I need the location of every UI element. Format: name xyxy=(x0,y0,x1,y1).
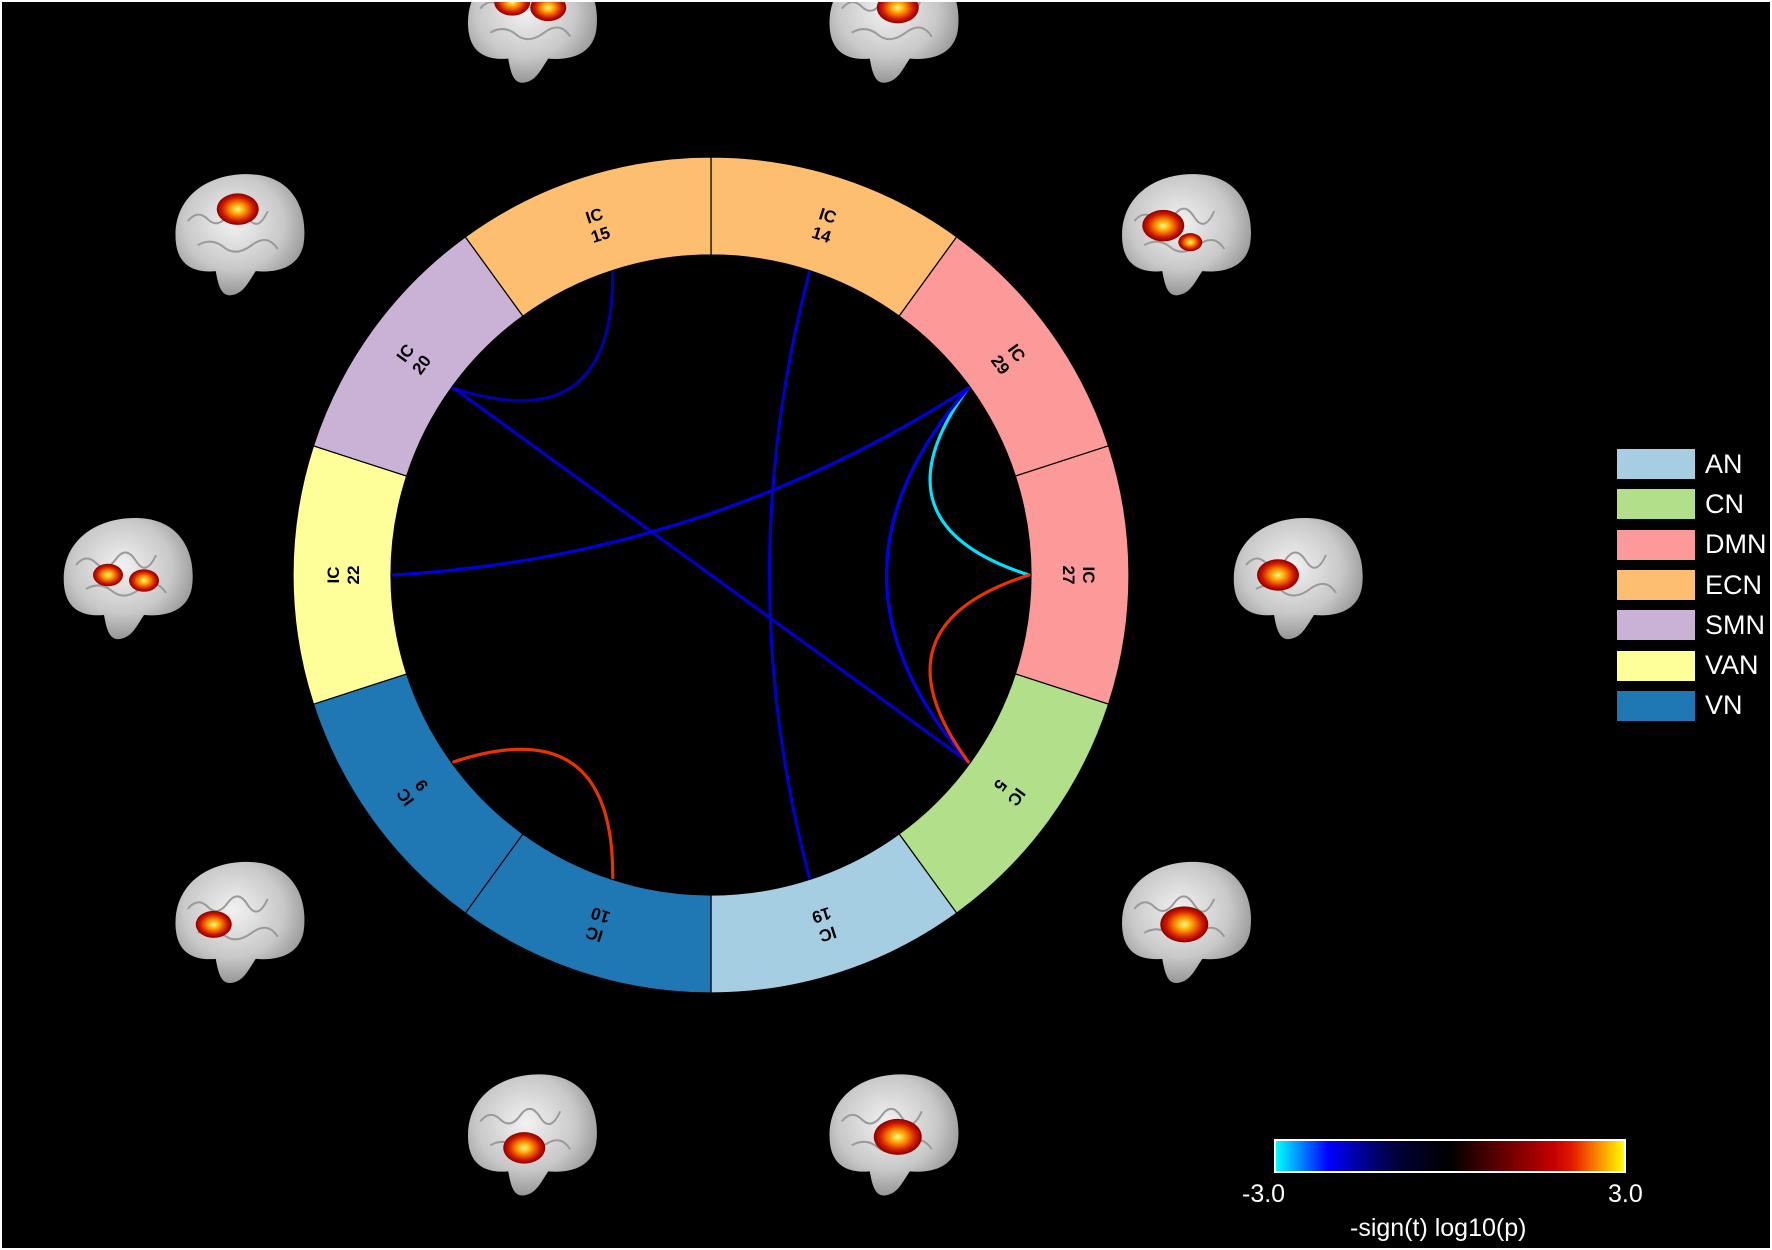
activation-blob xyxy=(195,910,232,938)
legend-item-smn: SMN xyxy=(1617,605,1767,645)
brain-thumbnail-ic-27 xyxy=(1233,518,1363,640)
ic-label-prefix: IC xyxy=(583,922,605,945)
ic-label-number: 10 xyxy=(589,903,613,927)
brain-thumbnail-ic-9 xyxy=(175,861,305,984)
legend-label: VN xyxy=(1705,690,1743,721)
colorbar-title: -sign(t) log10(p) xyxy=(1350,1214,1527,1242)
brain-thumbnail-ic-19 xyxy=(829,1074,959,1196)
legend-label: CN xyxy=(1705,488,1744,519)
activation-blob xyxy=(216,193,259,225)
colorbar-max-label: 3.0 xyxy=(1608,1180,1643,1208)
brain-thumbnails xyxy=(63,2,1363,1196)
activation-blob xyxy=(1257,559,1299,591)
legend-swatch xyxy=(1617,529,1695,560)
legend-item-an: AN xyxy=(1617,444,1767,484)
chord-ic20-ic5 xyxy=(452,386,970,764)
legend-swatch xyxy=(1617,650,1695,681)
chord-ic14-ic19 xyxy=(767,270,811,880)
legend-swatch xyxy=(1617,610,1695,641)
brain-shape xyxy=(63,518,193,640)
ring-segment-ic-15 xyxy=(464,156,712,317)
legend-swatch xyxy=(1617,449,1695,480)
legend-label: ECN xyxy=(1705,569,1763,600)
ring-label-ic-22: IC 22 xyxy=(324,566,363,585)
activation-blob xyxy=(873,1118,922,1155)
legend-item-dmn: DMN xyxy=(1617,525,1767,565)
network-legend: AN CN DMN ECN SMN VAN VN xyxy=(1617,444,1767,726)
brain-thumbnail-ic-14 xyxy=(829,2,959,83)
activation-blob xyxy=(1142,209,1185,242)
chord-ic27-ic5 xyxy=(928,573,1031,764)
activation-blob xyxy=(93,563,123,587)
brain-shape xyxy=(468,2,597,83)
ic-label-prefix: IC xyxy=(817,922,839,945)
legend-item-cn: CN xyxy=(1617,484,1767,524)
ic-label-prefix: IC xyxy=(583,204,605,227)
connection-chords xyxy=(391,270,1031,880)
activation-blob xyxy=(876,2,919,24)
colorbar xyxy=(1274,1139,1626,1173)
chord-ic29-ic27 xyxy=(928,386,1031,577)
ic-label-prefix: IC xyxy=(1079,567,1098,584)
legend-label: VAN xyxy=(1705,650,1759,681)
ic-label-number: 19 xyxy=(810,903,834,927)
legend-item-vn: VN xyxy=(1617,686,1767,726)
brain-thumbnail-ic-10 xyxy=(467,1074,597,1196)
legend-item-ecn: ECN xyxy=(1617,565,1767,605)
ic-label-number: 15 xyxy=(589,223,613,247)
brain-shape xyxy=(175,174,305,296)
brain-thumbnail-ic-29 xyxy=(1122,174,1252,296)
ic-label-number: 22 xyxy=(344,566,363,585)
brain-thumbnail-ic-15 xyxy=(468,2,597,83)
brain-thumbnail-ic-20 xyxy=(175,174,305,296)
legend-swatch xyxy=(1617,489,1695,520)
activation-blob xyxy=(530,2,567,22)
ic-label-prefix: IC xyxy=(817,204,839,227)
legend-swatch xyxy=(1617,570,1695,601)
ic-label-prefix: IC xyxy=(324,567,343,584)
legend-swatch xyxy=(1617,690,1695,721)
activation-blob xyxy=(1178,233,1203,252)
brain-shape xyxy=(829,2,959,83)
brain-thumbnail-ic-5 xyxy=(1122,861,1252,984)
brain-shape xyxy=(175,861,305,984)
legend-label: AN xyxy=(1705,448,1743,479)
activation-blob xyxy=(1160,906,1209,943)
legend-label: SMN xyxy=(1705,609,1765,640)
brain-thumbnail-ic-22 xyxy=(63,518,193,640)
chord-ic22-ic29 xyxy=(391,386,970,577)
chord-ic9-ic10 xyxy=(452,747,615,880)
legend-item-van: VAN xyxy=(1617,645,1767,685)
legend-label: DMN xyxy=(1705,529,1767,560)
colorbar-min-label: -3.0 xyxy=(1242,1180,1286,1208)
chord-ic29-ic5 xyxy=(884,386,970,764)
activation-blob xyxy=(129,569,159,592)
activation-blob xyxy=(503,1132,546,1164)
ic-label-number: 27 xyxy=(1059,566,1078,585)
activation-blob xyxy=(494,2,531,16)
chord-ic15-ic20 xyxy=(452,270,615,403)
